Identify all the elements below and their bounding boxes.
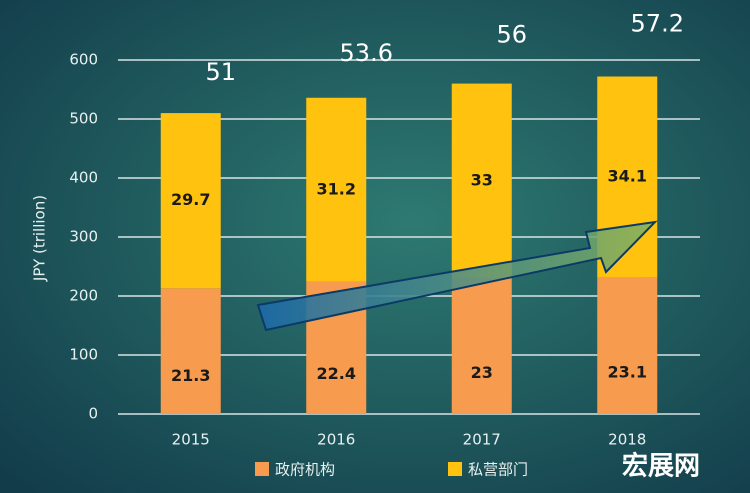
trend-arrow — [256, 220, 658, 332]
watermark: 宏展网 — [622, 451, 700, 482]
segment-label: 31.2 — [317, 179, 356, 198]
segment-label: 29.7 — [171, 190, 210, 209]
segment-label: 21.3 — [171, 366, 210, 385]
y-tick-label: 600 — [69, 51, 98, 69]
y-axis-label: JPY (trillion) — [31, 195, 49, 282]
x-tick-label: 2015 — [172, 431, 210, 449]
y-tick-label: 0 — [88, 405, 98, 423]
plot: 0 100 200 300 400 500 600 2015 21.3 29.7 51 2016 22.… — [69, 10, 700, 479]
y-tick-label: 300 — [69, 228, 98, 246]
bar-segment — [451, 83, 512, 279]
legend-label: 私营部门 — [468, 461, 528, 479]
y-tick-label: 400 — [69, 169, 98, 187]
y-tick-label: 200 — [69, 287, 98, 305]
segment-label: 23 — [471, 363, 493, 382]
bar-segment — [306, 97, 367, 282]
segment-label: 22.4 — [317, 364, 356, 383]
segment-label: 34.1 — [608, 167, 647, 186]
total-label: 53.6 — [340, 39, 393, 67]
x-tick-label: 2016 — [317, 431, 355, 449]
bar-segment — [451, 278, 512, 414]
segment-label: 23.1 — [608, 363, 647, 382]
legend-label: 政府机构 — [275, 461, 335, 479]
segment-label: 33 — [471, 170, 493, 189]
bar-segment — [597, 277, 658, 414]
legend-swatch — [255, 462, 269, 476]
legend-swatch — [448, 462, 462, 476]
total-label: 57.2 — [631, 10, 684, 38]
bar-segment — [160, 113, 221, 289]
x-tick-label: 2017 — [463, 431, 501, 449]
total-label: 51 — [205, 58, 236, 86]
bar-segment — [160, 288, 221, 414]
total-label: 56 — [496, 21, 527, 49]
y-tick-label: 500 — [69, 110, 98, 128]
y-tick-label: 100 — [69, 346, 98, 364]
x-tick-label: 2018 — [608, 431, 646, 449]
